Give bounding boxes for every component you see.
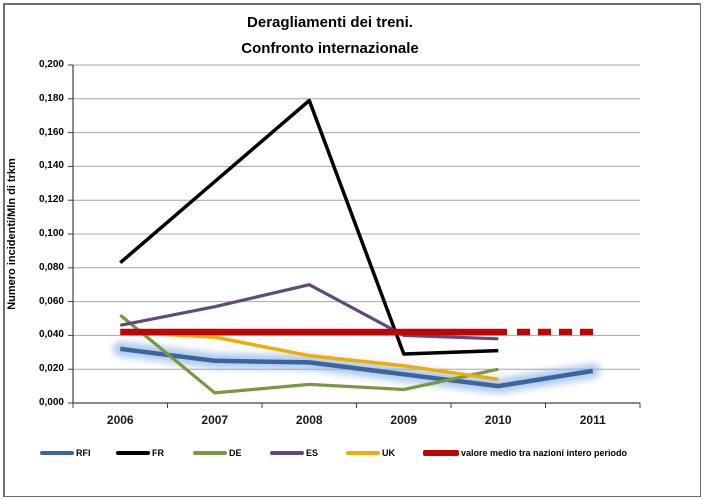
legend-item-es: ES [270,445,318,461]
legend-line-swatch [346,451,380,455]
legend-line-swatch [116,451,150,455]
y-axis-tick-label: 0,000 [38,397,64,408]
y-axis-tick-label: 0,140 [38,160,64,172]
x-axis-tick-label: 2009 [390,413,418,427]
legend-line-swatch [193,451,227,455]
y-axis-tick-label: 0,200 [38,59,64,70]
legend-label: valore medio tra nazioni intero periodo [461,448,628,458]
legend-label: FR [152,448,164,458]
legend-item-rfi: RFI [40,445,91,461]
y-axis-tick-label: 0,180 [38,92,64,104]
x-axis-tick-label: 2010 [484,413,512,427]
chart-title: Deragliamenti dei treni. Confronto inter… [0,10,660,62]
y-axis-title: Numero incidenti/Mln di trkm [6,158,18,310]
series-line-es [119,283,499,341]
legend-label: DE [229,448,242,458]
legend-label: RFI [76,448,91,458]
y-axis-tick-label: 0,100 [38,228,64,239]
series-line-fr [119,98,499,356]
series-line-uk [120,330,499,382]
x-axis-tick-label: 2006 [106,413,134,427]
legend: RFI FR DE ES UK valore medio tra nazioni inte… [0,445,704,463]
legend-line-swatch [423,450,459,456]
x-axis-tick-label: 2008 [295,413,323,427]
chart-title-line2: Confronto internazionale [241,40,419,57]
y-axis-tick-label: 0,080 [38,261,64,273]
legend-line-swatch [270,451,304,455]
x-axis-tick-label: 2007 [201,413,229,427]
legend-item-uk: UK [346,445,395,461]
legend-item-fr: FR [116,445,164,461]
y-axis-tick-label: 0,060 [38,295,64,307]
legend-label: ES [306,448,319,458]
legend-item-valore: valore medio tra nazioni intero periodo [423,445,627,461]
series-line-rfi [120,346,594,389]
legend-item-de: DE [193,445,242,461]
y-axis-tick-label: 0,020 [38,363,64,375]
y-axis-tick-label: 0,120 [38,194,64,206]
plot-area [68,64,641,408]
legend-label: UK [382,448,395,458]
y-axis-tick-label: 0,160 [38,126,64,138]
legend-line-swatch [40,451,74,455]
chart-title-line1: Deragliamenti dei treni. [247,14,413,31]
x-axis-tick-label: 2011 [579,413,606,427]
series-line-de [119,313,499,395]
y-axis-tick-label: 0,040 [38,329,64,341]
